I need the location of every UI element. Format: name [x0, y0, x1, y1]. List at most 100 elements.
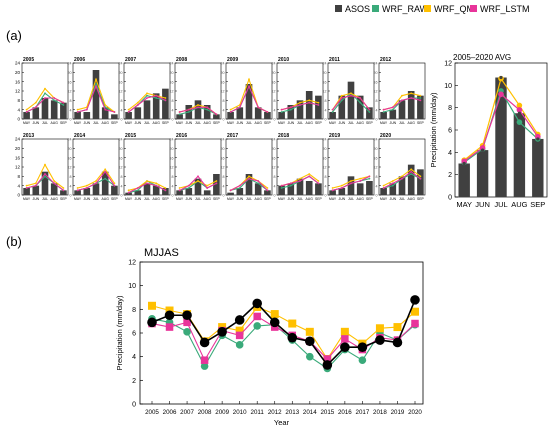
point-wrf_qm [317, 101, 320, 104]
point-wrf_lstm [95, 182, 97, 185]
y-tick-label: 24 [221, 138, 225, 142]
y-tick-label: 20 [272, 147, 276, 151]
panel-label-b: (b) [6, 234, 22, 249]
y-tick-label: 20 [15, 70, 21, 75]
point-wrf_lstm [85, 187, 88, 189]
y-tick-label: 24 [374, 62, 378, 66]
y-tick-label: 4 [223, 184, 225, 188]
point-wrf_qm [308, 99, 311, 102]
y-tick-label: 16 [374, 80, 378, 84]
asos-bar [287, 183, 295, 195]
point-wrf_lstm [410, 170, 413, 173]
x-tick-label: JUL [42, 121, 48, 125]
mjjas-point-wrf_raw [200, 362, 209, 370]
x-tick-label: JUN [33, 197, 40, 201]
point-wrf_qm [248, 175, 250, 178]
y-tick-label: 16 [323, 80, 327, 84]
x-tick-label: JUL [297, 197, 303, 201]
mjjas-chart: MJJAS 0 2 4 6 8 10 12 Precipitation (mm/day) 2005… [115, 247, 424, 427]
point-wrf_raw [289, 184, 292, 187]
point-wrf_qm [197, 180, 199, 182]
y-tick-label: 12 [15, 89, 21, 94]
panel-title: 2008 [176, 57, 187, 63]
y-tick-label: 4 [325, 108, 327, 112]
avg-point-wrf_lstm [479, 145, 486, 151]
point-wrf_lstm [248, 85, 250, 88]
asos-bar [398, 100, 406, 119]
y-tick-label: 12 [15, 165, 21, 170]
point-wrf_lstm [85, 108, 88, 111]
asos-bar [101, 107, 109, 119]
mjjas-point-wrf_raw [253, 322, 261, 330]
asos-bar [305, 181, 313, 195]
x-tick-label: JUN [135, 121, 142, 125]
avg-point-wrf_lstm [535, 133, 541, 140]
y-tick-label: 20 [374, 147, 378, 151]
point-wrf_lstm [299, 180, 301, 182]
x-tick-label: SEP [111, 197, 119, 201]
x-tick-label: JUN [390, 197, 397, 201]
mjjas-point-wrf_lstm [183, 318, 191, 327]
y-tick-label: 24 [68, 138, 72, 142]
year-panel-2018: 2018 0 4 8 12 16 20 24 MAY JUN JUL AUG SEP [272, 133, 324, 201]
asos-bar [111, 114, 118, 119]
year-panel-2014: 2014 0 4 8 12 16 20 24 MAY JUN JUL AUG SEP [68, 133, 120, 201]
y-tick-label: 24 [170, 138, 174, 142]
point-wrf_qm [340, 94, 343, 97]
avg-point-asos [517, 111, 522, 115]
panel-title: 2018 [278, 133, 289, 139]
asos-bar [338, 95, 346, 119]
y-tick-label: 16 [374, 156, 378, 160]
asos-bar [101, 171, 109, 195]
y-tick-label: 24 [323, 62, 327, 66]
point-wrf_lstm [76, 189, 79, 192]
mjjas-point-asos [375, 335, 385, 345]
x-tick-label: JUN [288, 197, 295, 201]
y-tick-label: 12 [119, 166, 123, 170]
y-tick-label: 0 [172, 118, 174, 122]
mjjas-point-wrf_qm [411, 307, 419, 316]
point-wrf_lstm [238, 106, 241, 109]
y-tick-label: 12 [170, 166, 174, 170]
year-panel-2011: 2011 0 4 8 12 16 20 24 MAY JUN JUL AUG SEP [323, 57, 375, 125]
x-tick-label: JUL [348, 121, 354, 125]
point-wrf_lstm [317, 104, 320, 106]
x-tick-label: AUG [51, 121, 59, 125]
asos-bar [162, 188, 169, 195]
y-tick-label: 0 [274, 194, 276, 198]
y-tick-label: 0 [121, 118, 123, 122]
point-wrf_qm [76, 108, 79, 111]
asos-bar [315, 183, 322, 195]
y-tick-label: 0 [274, 118, 276, 122]
asos-bar [347, 176, 355, 195]
point-wrf_qm [419, 94, 422, 97]
y-tick-label: 8 [172, 99, 174, 103]
y-tick-label: 20 [119, 71, 123, 75]
point-wrf_raw [257, 182, 260, 185]
panel-title: 2015 [125, 133, 136, 139]
x-tick-label: AUG [102, 197, 110, 201]
point-wrf_lstm [280, 108, 283, 111]
mjjas-x-tick-label: 2018 [373, 409, 387, 416]
mjjas-point-wrf_qm [270, 310, 279, 319]
point-wrf_raw [382, 111, 385, 113]
asos-bar [92, 183, 100, 195]
x-tick-label: MAY [176, 121, 184, 125]
point-wrf_qm [350, 180, 352, 182]
point-wrf_raw [206, 108, 209, 111]
point-wrf_lstm [391, 182, 394, 185]
asos-bar [176, 114, 183, 119]
point-wrf_lstm [350, 94, 352, 97]
point-wrf_lstm [350, 182, 352, 185]
x-tick-label: MAY [227, 121, 235, 125]
x-tick-label: MAY [23, 121, 31, 125]
asos-bar [74, 190, 81, 195]
point-wrf_lstm [419, 99, 422, 102]
asos-bar [254, 107, 262, 119]
x-tick-label: SEP [60, 121, 68, 125]
point-wrf_raw [62, 104, 65, 106]
x-tick-label: JUL [93, 197, 99, 201]
point-wrf_qm [299, 177, 301, 180]
point-wrf_lstm [401, 177, 403, 180]
mjjas-point-wrf_qm [305, 327, 314, 336]
